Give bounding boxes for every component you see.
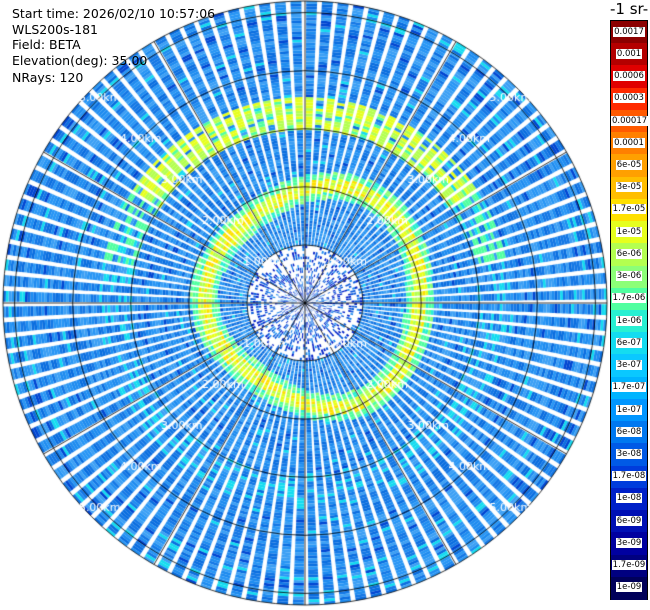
colorbar-tick-label: 1e-07 bbox=[615, 404, 643, 415]
colorbar-tick-label: 6e-09 bbox=[615, 515, 643, 526]
elevation-label: Elevation(deg): 35.00 bbox=[12, 53, 148, 68]
colorbar-tick-label: 6e-08 bbox=[615, 426, 643, 437]
colorbar-tick-label: 0.001 bbox=[615, 48, 643, 59]
colorbar-tick-label: 1.7e-09 bbox=[611, 560, 647, 571]
field-label: Field: BETA bbox=[12, 37, 81, 52]
colorbar-tick-label: 1e-06 bbox=[615, 315, 643, 326]
colorbar-tick-label: 3e-05 bbox=[615, 182, 643, 193]
colorbar-tick-label: 1e-09 bbox=[615, 582, 643, 593]
colorbar-tick-label: 3e-09 bbox=[615, 537, 643, 548]
colorbar-tick-label: 3e-08 bbox=[615, 449, 643, 459]
start-time-label: Start time: 2026/02/10 10:57:06 bbox=[12, 6, 216, 21]
colorbar-tick-label: 0.00017 bbox=[611, 115, 649, 126]
colorbar: 0.0017 0.001 0.0006 0.0003 0.00017 0.0001 6e-0… bbox=[610, 20, 649, 600]
colorbar-tick-label: 1e-08 bbox=[615, 493, 643, 504]
colorbar-tick-label: 1.7e-05 bbox=[611, 204, 647, 215]
colorbar-tick-label: 1.7e-07 bbox=[611, 382, 647, 393]
colorbar-tick-label: 3e-07 bbox=[615, 360, 643, 371]
colorbar-units-label: -1 sr- bbox=[610, 0, 649, 18]
colorbar-tick-label: 3e-06 bbox=[615, 271, 643, 282]
nrays-label: NRays: 120 bbox=[12, 70, 84, 85]
colorbar-tick-label: 6e-07 bbox=[615, 337, 643, 348]
colorbar-tick-label: 1e-05 bbox=[615, 226, 643, 237]
colorbar-tick-label: 6e-06 bbox=[615, 248, 643, 259]
colorbar-tick-label: 1.7e-08 bbox=[611, 471, 647, 482]
colorbar-tick-label: 0.0006 bbox=[613, 71, 645, 82]
colorbar-tick-label: 0.0003 bbox=[613, 93, 645, 104]
colorbar-tick-label: 6e-05 bbox=[615, 160, 643, 170]
instrument-label: WLS200s-181 bbox=[12, 22, 98, 37]
ppi-radar-plot bbox=[0, 0, 610, 610]
colorbar-tick-label: 0.0017 bbox=[613, 26, 645, 37]
colorbar-tick-label: 0.0001 bbox=[613, 137, 645, 148]
colorbar-tick-label: 1.7e-06 bbox=[611, 293, 647, 304]
